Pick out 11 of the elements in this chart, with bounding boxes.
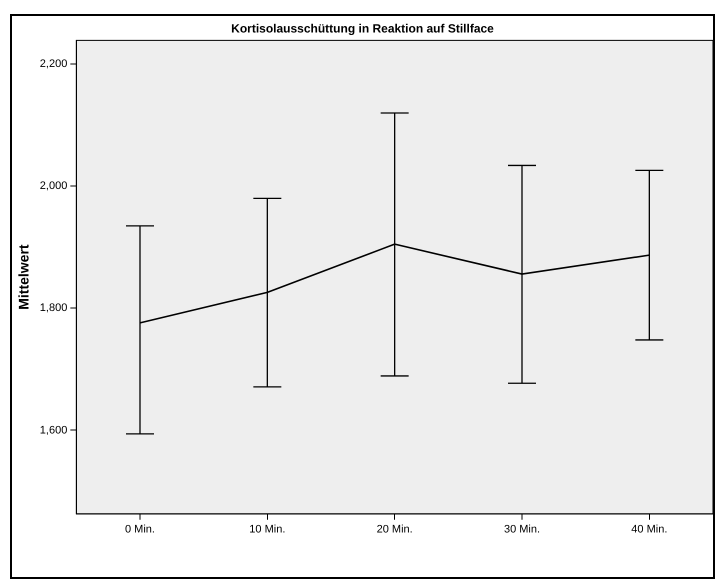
- y-tick-label: 2,200: [40, 58, 68, 70]
- x-tick-label: 10 Min.: [249, 523, 286, 536]
- x-tick-label: 40 Min.: [631, 523, 668, 536]
- y-axis-title: Mittelwert: [15, 244, 32, 310]
- y-tick-label: 1,800: [40, 302, 68, 314]
- x-tick-label: 30 Min.: [504, 523, 540, 536]
- x-tick-label: 20 Min.: [376, 523, 413, 536]
- y-tick-label: 1,600: [40, 424, 68, 436]
- chart-title: Kortisolausschüttung in Reaktion auf Stillface: [231, 22, 494, 36]
- y-tick-label: 2,000: [40, 180, 68, 192]
- x-tick-label: 0 Min.: [125, 523, 155, 536]
